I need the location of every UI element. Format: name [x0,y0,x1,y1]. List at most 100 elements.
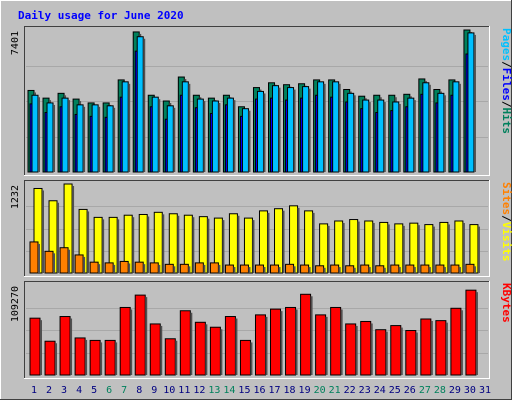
pages-bar-body [31,94,39,173]
visits-bar [274,208,285,274]
kbytes-bar-shadow [100,342,103,375]
pages-bar [166,105,176,173]
pages-bar-shadow [458,83,461,172]
sites-bar-shadow [368,267,371,273]
kbytes-bar-shadow [265,316,268,375]
visits-bar-shadow [147,216,150,273]
day-label: 2 [46,385,52,396]
kbytes-legend: KBytes [500,283,512,323]
sites-bar-body [209,262,219,274]
pages-bar [211,100,221,173]
pages-bar [151,96,161,173]
pages-bar [121,81,131,173]
kbytes-panel [24,281,490,379]
sites-bar-shadow [143,264,146,273]
day-label: 27 [419,385,431,396]
kbytes-bar-body [300,293,312,376]
day-label: 23 [359,385,371,396]
visits-bar-shadow [162,214,165,273]
sites-bar-body [345,265,355,274]
sites-bar [104,262,116,274]
day-label: 11 [178,385,190,396]
pages-bar-shadow [368,102,371,172]
visits-max-label: 1232 [10,185,21,209]
day-label: 7 [121,385,127,396]
kbytes-bar-shadow [295,309,298,375]
kbytes-bar [89,339,103,376]
day-label: 5 [91,385,97,396]
pages-bar [272,85,281,173]
pages-bar [452,81,461,173]
sites-bar-shadow [203,264,206,273]
kbytes-bar [224,316,238,376]
kbytes-bar [44,340,58,376]
kbytes-bar-body [104,339,116,376]
sites-bar-shadow [68,249,71,273]
day-label: 8 [136,385,142,396]
sites-bar [345,265,356,274]
sites-bar-shadow [398,267,401,273]
pages-bar-body [181,81,189,173]
sites-bar [134,261,146,274]
pages-bar [106,105,116,173]
sites-bar [420,264,431,274]
day-label: 4 [76,385,82,396]
sites-bar-body [239,264,249,274]
kbytes-bar-shadow [130,309,133,375]
pages-bar-body [302,86,310,173]
kbytes-bar [209,326,223,376]
sites-bar [149,262,161,274]
pages-bar-shadow [398,103,401,172]
pages-bar-shadow [263,93,266,172]
kbytes-bar-shadow [55,343,58,375]
pages-bar-shadow [233,100,236,172]
sites-bar-body [134,261,144,274]
kbytes-bar-shadow [445,322,448,375]
pages-bar-body [392,101,400,173]
kbytes-bar [239,339,253,376]
sites-bar [390,264,401,274]
sites-bar [405,264,416,274]
chart-legends: Pages/Files/Hits Sites/Visits KBytes [500,28,512,323]
visits-bar-shadow [237,215,240,273]
kbytes-bar-shadow [355,325,358,375]
day-label: 31 [479,385,491,396]
pages-bar-shadow [98,106,101,172]
visits-bar-shadow [282,210,285,273]
kbytes-bar-body [270,308,282,376]
day-label: 22 [344,385,356,396]
sites-bar [74,254,86,274]
sites-bar-body [390,264,400,274]
visits-bar-shadow [177,215,180,273]
day-label: 16 [253,385,265,396]
sites-bar [194,262,206,274]
pages-bar-body [166,105,174,173]
sites-bar-body [315,265,325,274]
pages-bar [46,102,56,173]
kbytes-bar-body [89,339,101,376]
pages-bar-body [467,32,475,173]
sites-bar-shadow [173,266,176,273]
day-label: 13 [208,385,220,396]
visits-bar-shadow [432,226,435,273]
sites-bar-body [465,263,475,274]
pages-bar-shadow [68,100,71,172]
day-label: 19 [299,385,311,396]
sites-bar [315,265,326,274]
kbytes-bar-shadow [280,311,283,375]
pages-bar-body [46,102,54,173]
sites-bar-shadow [383,267,386,273]
pages-bar [467,32,476,173]
visits-bar [228,213,240,274]
visits-sites-panel [24,180,490,277]
sites-bar [89,261,101,274]
hits-files-pages-legend: Pages/Files/Hits [500,28,512,134]
sites-bar-shadow [248,267,251,273]
day-label: 24 [374,385,386,396]
pages-bar-body [241,108,249,173]
day-label: 18 [284,385,296,396]
kbytes-bar-body [149,323,161,376]
visits-bar-shadow [387,224,390,273]
day-label: 1 [31,385,37,396]
sites-bar-shadow [38,243,40,273]
